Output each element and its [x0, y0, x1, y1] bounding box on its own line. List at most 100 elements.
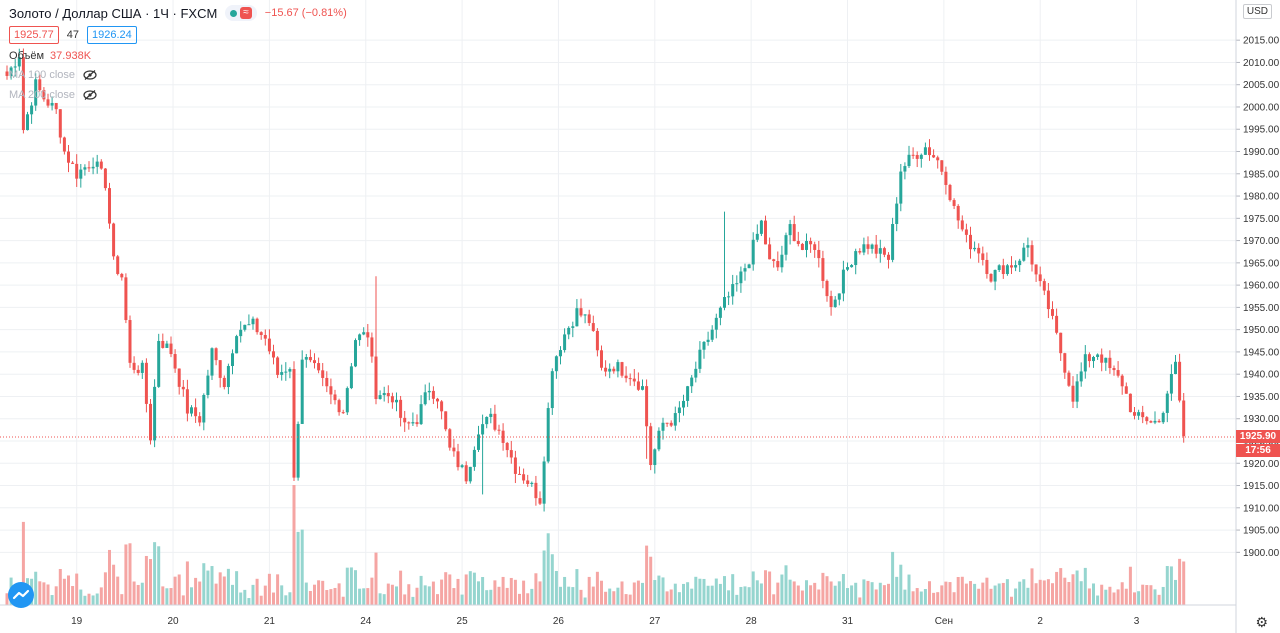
- candle-body: [79, 169, 83, 179]
- candle-body: [108, 188, 111, 224]
- volume-bar: [427, 586, 431, 605]
- ma100-legend[interactable]: MA 100 close: [9, 69, 97, 81]
- candle-body: [575, 308, 579, 327]
- volume-bar: [735, 594, 739, 605]
- candle-body: [1145, 417, 1149, 422]
- time-tick-label: Сен: [935, 616, 953, 627]
- candle-body: [185, 389, 189, 414]
- candle-body: [477, 434, 480, 450]
- candle-body: [1157, 420, 1161, 423]
- volume-bar: [743, 586, 747, 605]
- volume-legend[interactable]: Объём 37.938K: [9, 50, 91, 62]
- time-axis[interactable]: 19 20 21 24 25 26 27 28 31 Сен 2 3: [0, 604, 1236, 627]
- candle-body: [456, 451, 460, 468]
- price-axis[interactable]: 2015.00 2010.00 2005.00 2000.00 1995.00 1990.…: [1235, 0, 1280, 633]
- volume-bar: [661, 577, 665, 605]
- ma200-legend[interactable]: MA 200 close: [9, 89, 97, 101]
- tradingview-logo-icon[interactable]: [8, 582, 34, 608]
- volume-bar: [1042, 580, 1046, 605]
- candle-body: [325, 377, 329, 387]
- volume-bar: [796, 585, 800, 605]
- volume-bar: [887, 583, 890, 605]
- volume-bar: [1096, 595, 1100, 605]
- candle-body: [841, 269, 845, 294]
- candle-body: [136, 369, 140, 373]
- candle-body: [739, 271, 743, 284]
- volume-bar: [169, 588, 173, 605]
- volume-value: 37.938K: [50, 50, 92, 62]
- candle-body: [690, 377, 694, 387]
- ma100-label: MA 100 close: [9, 69, 76, 81]
- candle-body: [226, 365, 230, 388]
- volume-bar: [829, 581, 833, 605]
- candle-body: [591, 323, 595, 331]
- volume-bar: [1178, 558, 1182, 605]
- hidden-eye-icon[interactable]: [83, 90, 97, 100]
- volume-bar: [1128, 566, 1132, 605]
- candle-body: [932, 155, 936, 158]
- candle-body: [1022, 247, 1026, 261]
- candle-body: [1001, 265, 1005, 275]
- candle-body: [747, 264, 751, 269]
- market-status-pill[interactable]: ≈: [225, 5, 257, 21]
- volume-bar: [534, 573, 538, 605]
- candle-body: [809, 241, 813, 245]
- candle-body: [882, 248, 886, 255]
- volume-bar: [608, 588, 612, 605]
- candle-body: [1051, 309, 1054, 316]
- volume-bar: [1075, 570, 1079, 605]
- candle-body: [1149, 421, 1153, 423]
- candle-body: [829, 296, 833, 307]
- candle-body: [571, 326, 575, 328]
- candle-body: [288, 369, 292, 372]
- volume-bar: [1067, 582, 1071, 605]
- volume-bar: [1141, 584, 1145, 605]
- candle-body: [563, 334, 567, 351]
- candle-body: [235, 336, 239, 354]
- candle-body: [1059, 332, 1063, 354]
- volume-bar: [79, 589, 83, 605]
- volume-bar: [349, 567, 353, 605]
- candle-body: [800, 243, 804, 250]
- candle-body: [1034, 264, 1038, 275]
- candle-body: [157, 340, 161, 387]
- candle-body: [296, 423, 300, 478]
- time-tick-label: 19: [71, 616, 83, 627]
- candle-body: [833, 299, 837, 307]
- candle-body: [526, 480, 530, 484]
- candle-body: [1055, 315, 1059, 333]
- candle-body: [21, 57, 25, 131]
- volume-bar: [140, 582, 144, 605]
- candle-body: [54, 102, 58, 110]
- volume-bar: [641, 582, 644, 605]
- currency-button[interactable]: USD: [1242, 4, 1272, 19]
- symbol-legend[interactable]: Золото / Доллар США · 1Ч · FXCM ≈ −15.67…: [9, 5, 347, 21]
- candle-body: [345, 388, 349, 413]
- volume-bar: [386, 583, 390, 605]
- volume-bar: [612, 591, 616, 605]
- bid-price[interactable]: 1925.77: [9, 26, 59, 44]
- candle-body: [874, 244, 878, 254]
- candle-body: [862, 244, 866, 253]
- volume-bar: [1161, 586, 1165, 605]
- gear-icon[interactable]: ⚙: [1255, 614, 1268, 630]
- candle-body: [813, 244, 817, 250]
- volume-bar: [198, 581, 202, 605]
- volume-bar: [1120, 582, 1124, 605]
- volume-bar: [464, 574, 468, 605]
- time-tick-label: 3: [1134, 616, 1140, 627]
- volume-bar: [378, 593, 382, 605]
- volume-bar: [817, 589, 821, 605]
- volume-bar: [272, 592, 275, 605]
- volume-bar: [1014, 588, 1018, 605]
- volume-series: [5, 485, 1186, 605]
- candle-body: [1108, 357, 1112, 369]
- ma200-label: MA 200 close: [9, 89, 76, 101]
- candle-body: [444, 411, 448, 430]
- ask-price[interactable]: 1926.24: [87, 26, 137, 44]
- candle-body: [636, 381, 640, 390]
- hidden-eye-icon[interactable]: [83, 70, 97, 80]
- symbol-title[interactable]: Золото / Доллар США · 1Ч · FXCM: [9, 5, 218, 21]
- volume-bar: [255, 578, 259, 605]
